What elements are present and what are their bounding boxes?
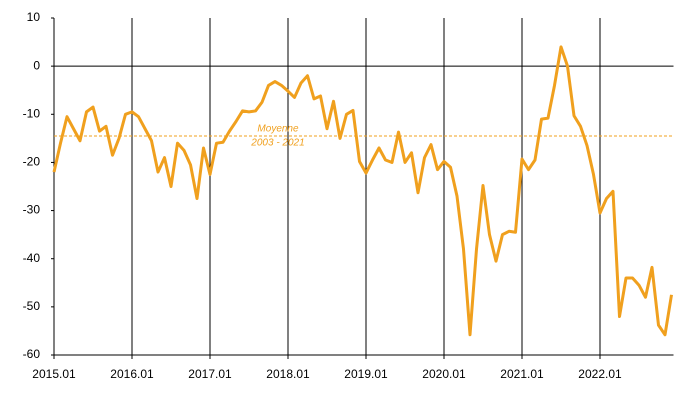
y-tick-label: -60 — [23, 347, 41, 361]
x-tick-label: 2021.01 — [500, 367, 544, 381]
y-tick-label: -20 — [23, 155, 41, 169]
reference-label: 2003 - 2021 — [250, 138, 304, 149]
y-tick-label: -10 — [23, 106, 41, 120]
data-line — [52, 45, 673, 337]
x-tick-label: 2019.01 — [344, 367, 388, 381]
x-tick-label: 2022.01 — [578, 367, 622, 381]
reference-label: Moyenne — [257, 124, 299, 135]
x-tick-label: 2015.01 — [32, 367, 76, 381]
x-tick-label: 2018.01 — [266, 367, 310, 381]
y-tick-label: 10 — [27, 10, 41, 24]
x-tick-label: 2016.01 — [110, 367, 154, 381]
y-tick-label: -40 — [23, 251, 41, 265]
x-tick-label: 2017.01 — [188, 367, 232, 381]
y-tick-label: 0 — [33, 58, 40, 72]
y-tick-label: -50 — [23, 299, 41, 313]
x-tick-label: 2020.01 — [422, 367, 466, 381]
y-tick-label: -30 — [23, 203, 41, 217]
